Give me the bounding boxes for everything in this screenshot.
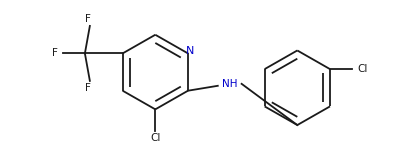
Text: Cl: Cl — [150, 133, 160, 143]
Text: F: F — [85, 14, 91, 24]
Text: Cl: Cl — [358, 64, 368, 74]
Text: F: F — [85, 83, 91, 93]
Text: NH: NH — [222, 79, 237, 89]
Text: N: N — [186, 46, 194, 56]
Text: F: F — [52, 48, 58, 58]
